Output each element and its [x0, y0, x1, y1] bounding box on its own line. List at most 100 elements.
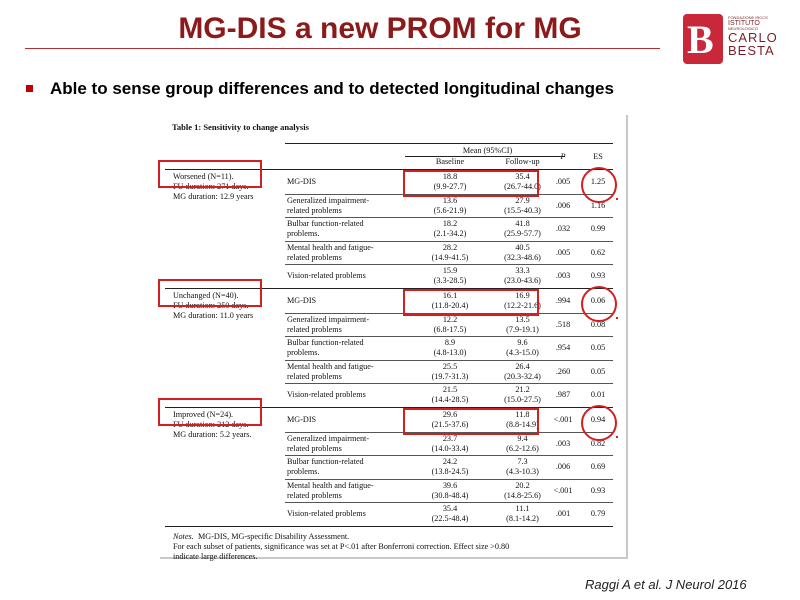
measure-label: Bulbar function-related: [287, 219, 364, 229]
logo-line-5: BESTA: [728, 43, 775, 58]
row-divider: [285, 193, 613, 195]
followup-value: 9.4: [517, 433, 528, 443]
row-divider: [285, 478, 613, 480]
group-mg-duration: MG duration: 11.0 years: [173, 311, 254, 320]
table-caption: Table 1: Sensitivity to change analysis: [172, 122, 309, 132]
row-divider: [285, 217, 613, 219]
highlight-dot: [616, 436, 618, 438]
p-value: .260: [555, 366, 571, 376]
group-label: Unchanged (N=40).: [173, 291, 239, 300]
es-header: ES: [593, 152, 603, 161]
measure-label: MG-DIS: [287, 296, 317, 305]
es-value: 0.79: [590, 509, 606, 519]
followup-value: (15.5-40.3): [504, 205, 541, 215]
measure-label: Mental health and fatigue-: [287, 480, 374, 490]
followup-value: (4.3-15.0): [506, 348, 539, 358]
baseline-value: (30.8-48.4): [431, 490, 469, 500]
institute-logo: B FONDAZIONE IRCCS ISTITUTO NEUROLOGICO …: [683, 14, 783, 66]
followup-value: 11.1: [515, 504, 530, 514]
header-rule-top: [285, 143, 613, 144]
followup-value: (20.3-32.4): [504, 371, 541, 381]
es-value: 0.82: [590, 438, 606, 448]
p-header: P: [560, 152, 566, 161]
logo-line-1: FONDAZIONE IRCCS: [728, 15, 768, 20]
highlight-dot: [616, 317, 618, 319]
logo-mark-icon: B: [683, 14, 723, 64]
followup-value: 11.8: [515, 410, 530, 419]
baseline-value: 24.2: [442, 457, 458, 467]
measure-label: MG-DIS: [287, 177, 317, 186]
row-divider: [285, 359, 613, 361]
measure-label: related problems: [287, 443, 342, 453]
p-value: <.001: [553, 485, 573, 495]
group-rule: [165, 407, 613, 408]
mean-ci-rule: [405, 156, 565, 157]
baseline-value: 8.9: [444, 338, 456, 348]
row-divider: [285, 431, 613, 433]
group-highlight-box: [158, 279, 262, 307]
notes-prefix: Notes.: [173, 532, 194, 541]
group-highlight-box: [158, 398, 262, 426]
measure-label: Bulbar function-related: [287, 457, 364, 467]
measure-label: problems.: [287, 467, 320, 477]
logo-line-2: ISTITUTO: [728, 20, 760, 27]
p-value: .987: [555, 390, 571, 400]
baseline-value: (14.9-41.5): [431, 252, 469, 262]
p-value: .003: [555, 271, 571, 281]
measure-label: MG-DIS: [287, 415, 317, 424]
es-value: 0.01: [590, 390, 606, 400]
es-value: 1.16: [590, 200, 606, 210]
mgdis-values-highlight-box: [403, 289, 539, 316]
followup-value: (14.8-25.6): [504, 490, 541, 500]
group-rule: [165, 288, 613, 289]
measure-label: Bulbar function-related: [287, 338, 364, 348]
p-value: .001: [555, 509, 571, 519]
followup-value: 35.4: [515, 172, 530, 181]
group-label: Worsened (N=11).: [173, 172, 234, 181]
p-value: .032: [555, 224, 571, 234]
baseline-value: (11.8-20.4): [431, 301, 469, 310]
followup-value: (6.2-12.6): [506, 443, 539, 453]
followup-value: 27.9: [515, 195, 530, 205]
es-highlight-circle: [581, 167, 617, 203]
mgdis-values-highlight-box: [403, 408, 539, 435]
slide-title: MG-DIS a new PROM for MG: [178, 12, 582, 45]
measure-label: Mental health and fatigue-: [287, 242, 374, 252]
baseline-value: 21.5: [442, 385, 458, 395]
measure-label: related problems: [287, 252, 342, 262]
followup-value: 26.4: [515, 361, 530, 371]
es-value: 0.62: [590, 247, 606, 257]
es-value: 0.69: [590, 462, 606, 472]
followup-value: (8.8-14.9): [506, 420, 539, 429]
baseline-value: (13.8-24.5): [431, 467, 469, 477]
baseline-value: 13.6: [442, 195, 458, 205]
p-value: .954: [555, 343, 571, 353]
es-value: 0.99: [590, 224, 606, 234]
followup-value: (32.3-48.6): [504, 252, 541, 262]
title-divider: [25, 48, 660, 49]
group-label: Improved (N=24).: [173, 410, 234, 419]
baseline-value: (4.8-13.0): [433, 348, 467, 358]
p-value: .005: [555, 177, 571, 186]
measure-label: Generalized impairment-: [287, 314, 370, 324]
notes-line-1: MG-DIS, MG-specific Disability Assessmen…: [198, 532, 350, 541]
measure-label: problems.: [287, 229, 320, 239]
baseline-header: Baseline: [435, 157, 465, 166]
baseline-value: 25.5: [442, 361, 458, 371]
mean-ci-header: Mean (95%CI): [462, 146, 513, 155]
measure-label: related problems: [287, 371, 342, 381]
measure-label: related problems: [287, 205, 342, 215]
es-highlight-circle: [581, 405, 617, 441]
baseline-value: (2.1-34.2): [433, 229, 467, 239]
baseline-value: 28.2: [442, 242, 458, 252]
followup-value: 41.8: [515, 219, 530, 229]
followup-value: (23.0-43.6): [504, 276, 541, 286]
baseline-value: (14.4-28.5): [431, 395, 469, 405]
citation: Raggi A et al. J Neurol 2016: [585, 577, 747, 592]
baseline-value: (9.9-27.7): [433, 182, 467, 191]
es-highlight-circle: [581, 286, 617, 322]
measure-label: Generalized impairment-: [287, 195, 370, 205]
highlight-dot: [616, 198, 618, 200]
header-rule-bottom: [165, 169, 613, 170]
baseline-value: 23.7: [442, 433, 458, 443]
